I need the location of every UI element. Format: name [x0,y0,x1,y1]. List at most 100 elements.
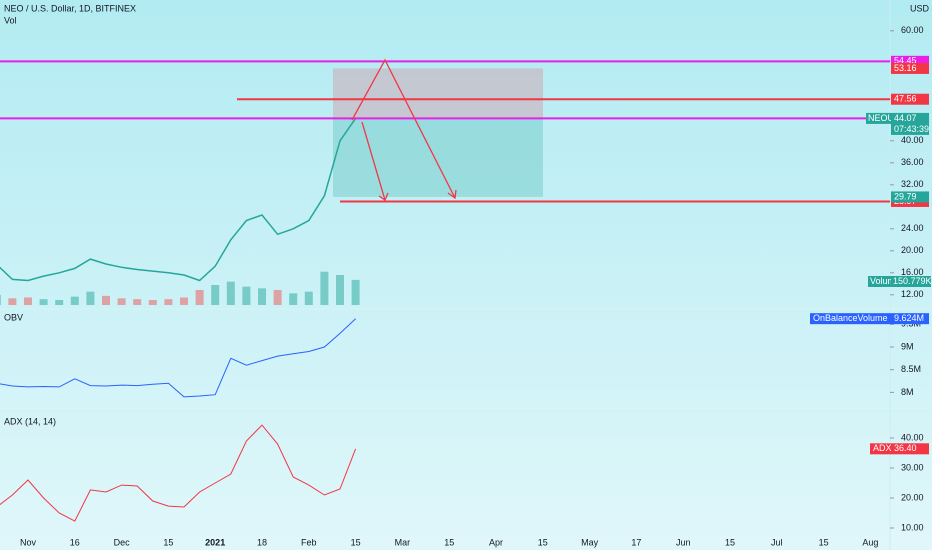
x-tick-label: Dec [114,537,131,547]
price-tag-bg [891,191,929,203]
volume-bar [86,291,95,305]
series-name: OnBalanceVolume [813,313,888,323]
x-tick-label: 15 [538,537,548,547]
x-tick-label: 15 [444,537,454,547]
y-tick-label: 40.00 [901,135,924,145]
x-tick-label: Jun [676,537,691,547]
volume-bar [289,293,298,305]
volume-bar [211,285,220,305]
x-tick-label: 15 [351,537,361,547]
level-tag: 47.56 [894,94,917,104]
volume-bar [39,299,48,305]
adx-title: ADX (14, 14) [4,416,56,426]
x-tick-label: Feb [301,537,317,547]
arrow [361,121,386,201]
series-line [0,318,356,398]
obv-title: OBV [4,312,23,322]
y-tick-label: 30.00 [901,462,924,472]
x-tick-label: Mar [395,537,411,547]
symbol-bg [866,112,891,124]
volume-bar [24,297,32,305]
x-tick-label: 15 [819,537,829,547]
series-line [0,424,357,522]
level-tag-bg [891,55,929,67]
volume-bar [180,297,188,305]
y-tick-label: 24.00 [901,223,924,233]
volume-bar [133,299,142,305]
volume-last: 150.779K [893,276,932,286]
position-target [333,118,543,197]
last-value: 9.624M [894,313,924,323]
y-tick-label: 20.00 [901,492,924,502]
volume-bar [117,298,126,305]
series-name: ADX [873,443,892,453]
volume-bar [164,299,173,305]
last-value-bg [891,443,929,455]
unit-label: USD [910,3,930,13]
y-tick-label: 40.00 [901,432,924,442]
arrow [351,58,456,199]
y-tick-label: 9M [901,341,914,351]
volume-bar [242,286,251,305]
x-tick-label: Nov [20,537,37,547]
volume-bar [351,279,360,305]
price-tag: 53.16 [894,63,917,73]
volume-bar [70,296,79,305]
x-tick-label: Jul [771,537,783,547]
volume-bar [336,275,344,305]
x-tick-label: Aug [862,537,878,547]
countdown-bg [891,123,929,135]
volume-bar [304,291,313,305]
x-tick-label: May [581,537,599,547]
price-tag-bg [891,62,929,74]
y-tick-label: 8M [901,387,914,397]
series-name-bg [870,443,891,455]
volume-bar [320,271,329,305]
x-tick-label: 16 [70,537,80,547]
y-tick-label: 32.00 [901,179,924,189]
x-tick-label: 18 [257,537,267,547]
last-value-bg [891,313,929,325]
y-tick-label: 8.5M [901,364,921,374]
last-value: 36.40 [894,443,917,453]
volume-bar [195,290,204,305]
countdown: 07:43:39 [894,124,929,134]
level-tag-bg [891,93,929,105]
volume-bar [102,295,110,305]
arrow-head [447,189,457,200]
volume-name-bg [868,276,891,287]
volume-last-bg [891,276,931,287]
volume-bar [55,300,64,305]
x-tick-label: 2021 [205,537,225,547]
x-tick-label: 15 [725,537,735,547]
price-tag: 29.79 [894,191,917,201]
x-tick-label: 17 [631,537,641,547]
volume-bar [148,300,157,305]
volume-name: Volume [870,276,900,286]
position-stop [333,68,543,119]
y-tick-label: 20.00 [901,245,924,255]
x-tick-label: 15 [163,537,173,547]
series-name-bg [810,313,891,325]
arrow-head [378,192,389,201]
volume-bar [226,281,235,305]
y-tick-label: 60.00 [901,25,924,35]
y-tick-label: 36.00 [901,157,924,167]
last-price-bg [891,112,929,124]
y-tick-label: 12.00 [901,289,924,299]
last-price: 44.07 [894,113,917,123]
volume-bar [0,295,1,305]
volume-bar [258,288,266,305]
volume-bar [273,290,282,305]
y-tick-label: 16.00 [901,267,924,277]
symbol: NEOUSD [868,113,907,123]
x-tick-label: Apr [489,537,503,547]
volume-bar [8,298,17,305]
chart-title: NEO / U.S. Dollar, 1D, BITFINEX [4,3,136,13]
series-line [0,117,357,282]
y-tick-label: 10.00 [901,522,924,532]
level-tag: 54.45 [894,56,917,66]
volume-title: Vol [4,15,17,25]
